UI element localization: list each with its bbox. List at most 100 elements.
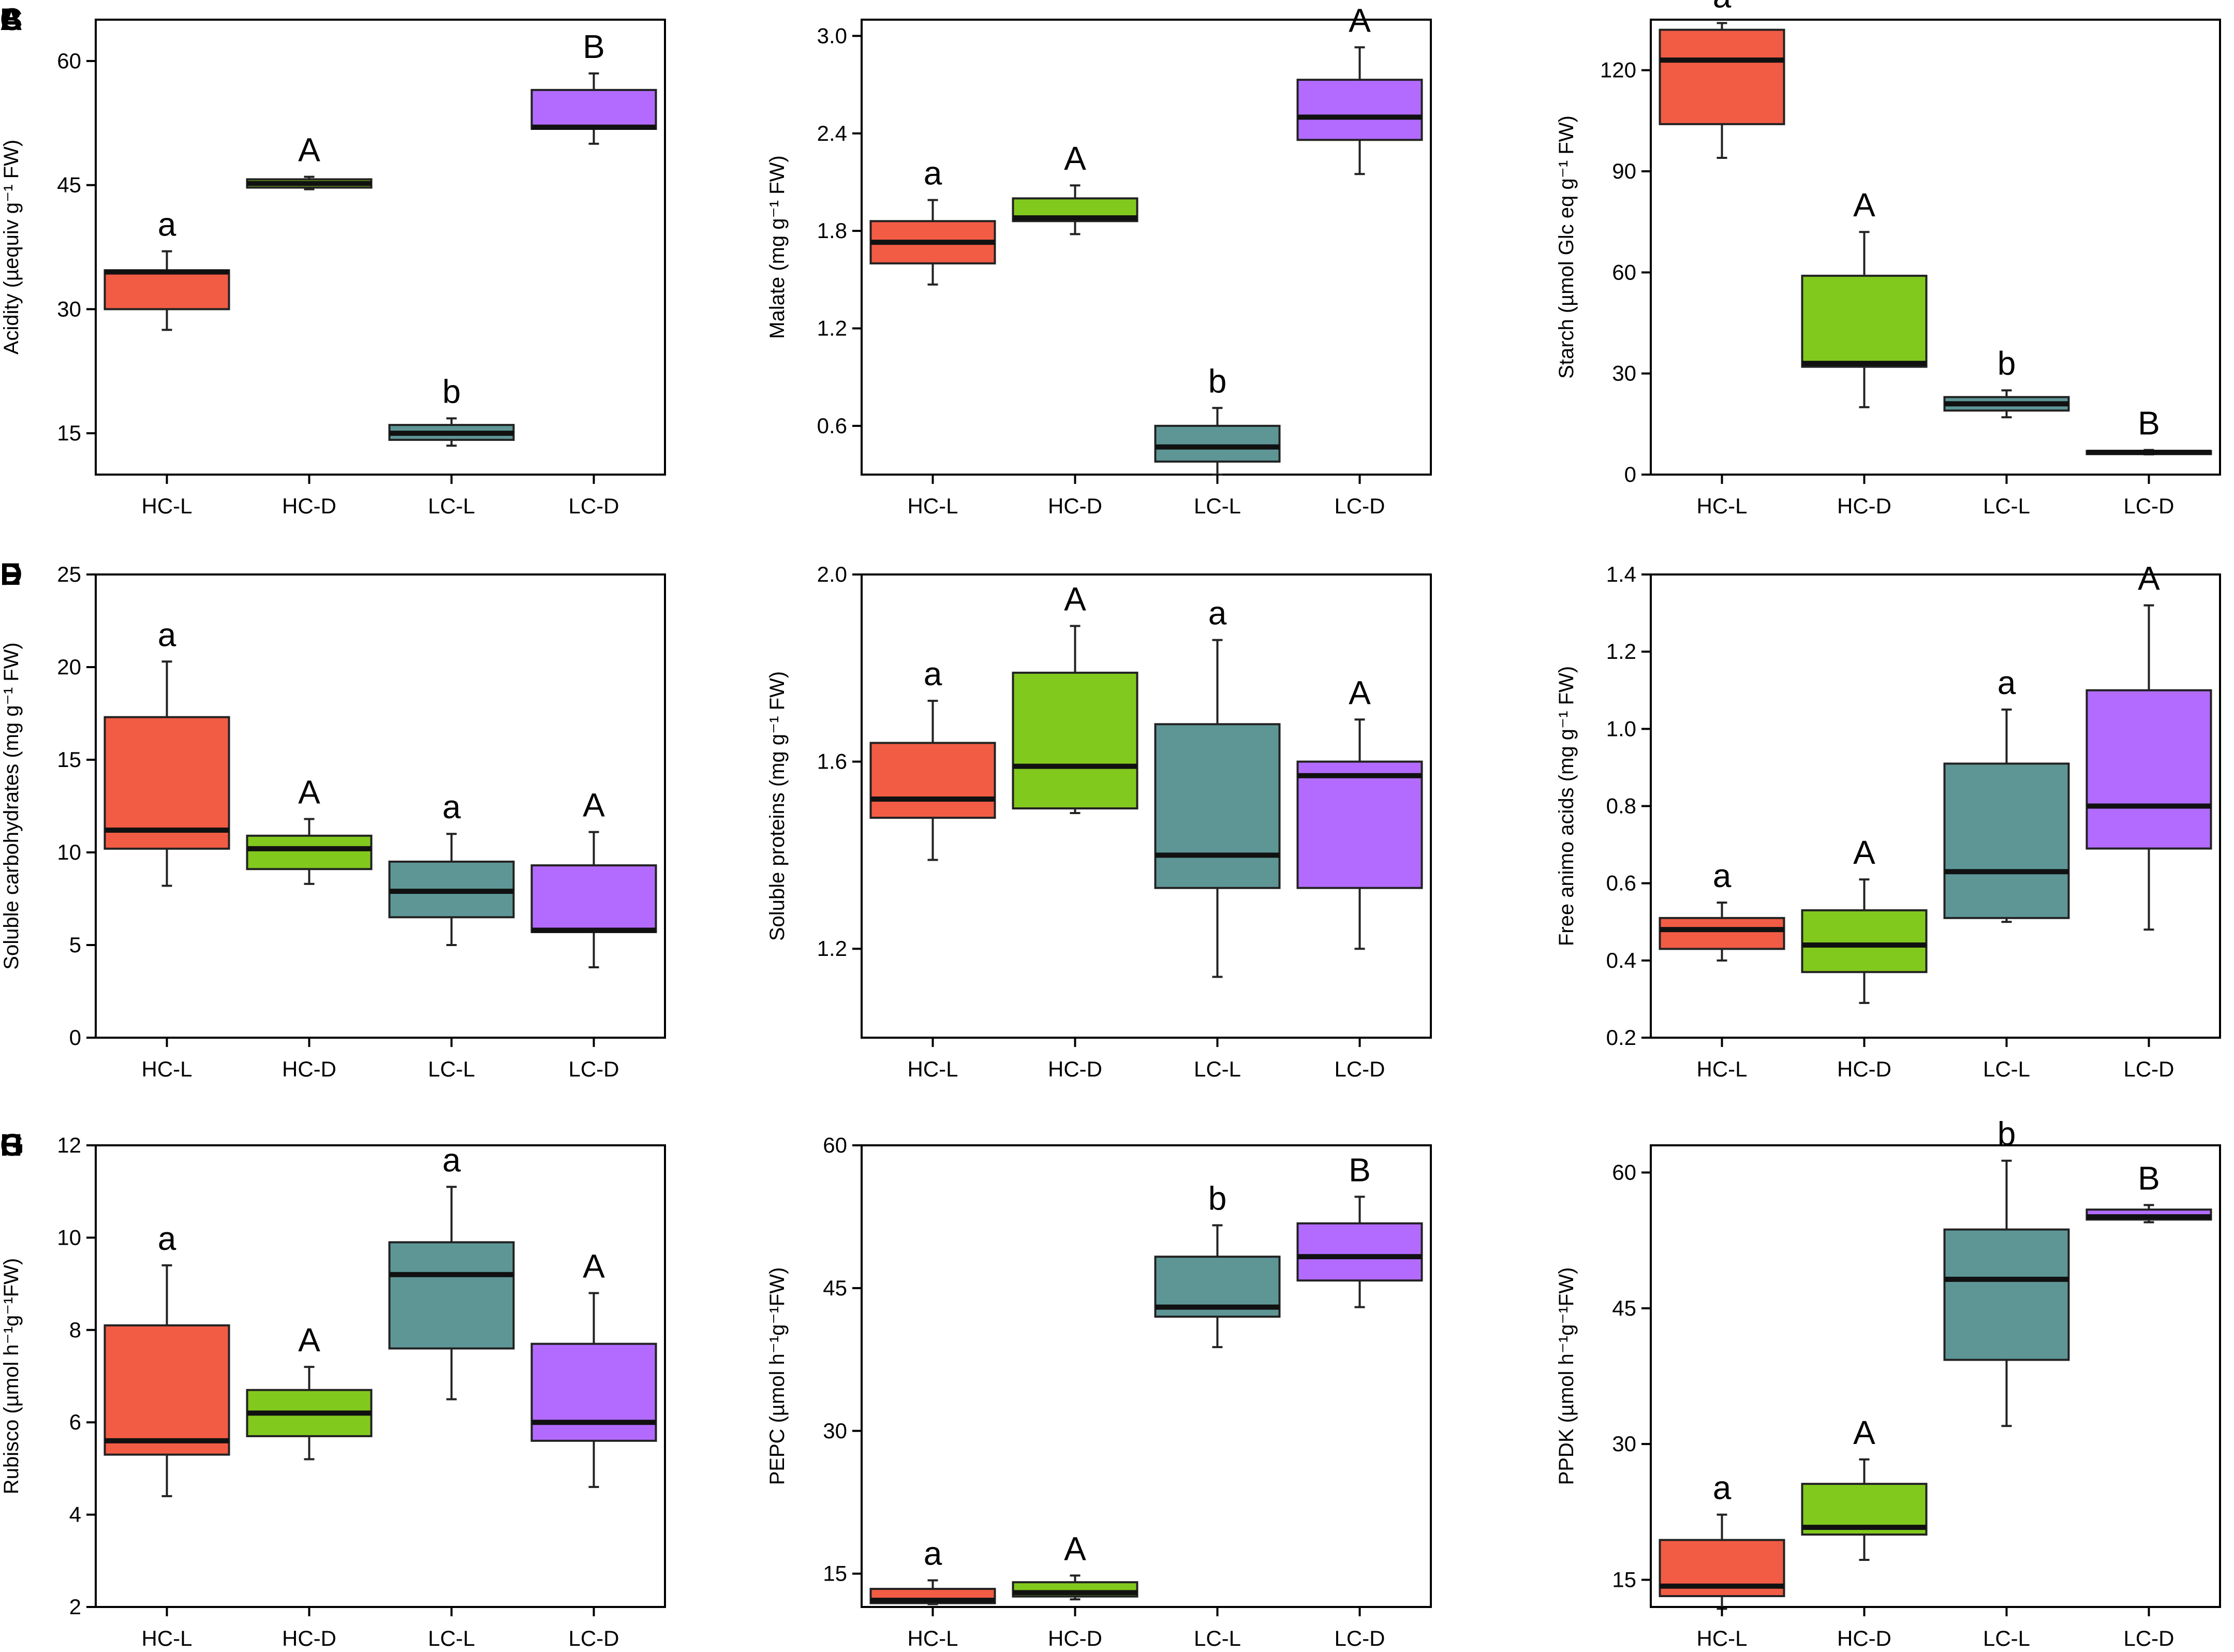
y-tick-label: 8	[69, 1318, 81, 1342]
x-tick-label: LC-D	[2123, 1057, 2174, 1081]
box-lc-l: b	[388, 373, 515, 447]
significance-letter: A	[298, 1321, 320, 1359]
box-hc-d: A	[246, 774, 373, 885]
box-iqr	[1943, 762, 2070, 919]
x-tick-label: HC-D	[282, 1626, 336, 1650]
y-tick-label: 0.6	[1606, 871, 1636, 895]
y-tick-label: 1.6	[817, 749, 847, 774]
box-lc-l: b	[1943, 345, 2070, 419]
box-lc-l: a	[388, 788, 515, 946]
box-lc-d: B	[2085, 1159, 2212, 1223]
y-axis-label: Rubisco (µmol h⁻¹g⁻¹FW)	[0, 1258, 23, 1494]
box-hc-d: A	[246, 1321, 373, 1461]
box-iqr	[246, 834, 373, 871]
y-tick-label: 0.2	[1606, 1025, 1636, 1050]
x-tick-label: HC-D	[1048, 1626, 1102, 1650]
box-hc-l: a	[103, 616, 230, 887]
box-lc-d: A	[530, 1247, 657, 1488]
box-hc-l: a	[869, 655, 996, 861]
y-axis-label: Free animo acids (mg g⁻¹ FW)	[1555, 666, 1578, 946]
box-hc-d: A	[246, 131, 373, 190]
y-tick-label: 6	[69, 1410, 81, 1434]
plot-frame	[1650, 19, 2221, 476]
x-tick-label: HC-D	[282, 1057, 336, 1081]
box-lc-d: A	[2085, 560, 2212, 931]
x-tick-label: HC-L	[907, 494, 958, 518]
significance-letter: B	[2138, 1159, 2160, 1197]
significance-letter: a	[924, 1535, 942, 1572]
significance-letter: A	[1853, 186, 1875, 224]
significance-letter: a	[1713, 1469, 1732, 1507]
significance-letter: b	[1208, 362, 1227, 400]
significance-letter: a	[1998, 664, 2016, 701]
box-iqr	[1801, 909, 1928, 974]
panel-e: E 1.2 1.6 2.0 Soluble proteins (mg g⁻¹ FW) a H…	[0, 557, 1432, 1081]
box-lc-l: b	[1154, 1179, 1281, 1348]
box-iqr	[103, 716, 230, 850]
x-tick-label: LC-L	[1983, 494, 2030, 518]
box-iqr	[530, 89, 657, 130]
significance-letter: a	[158, 205, 176, 243]
box-iqr	[869, 742, 996, 819]
box-hc-l: a	[103, 205, 230, 331]
x-tick-label: HC-L	[141, 1057, 192, 1081]
significance-letter: A	[1349, 674, 1371, 711]
box-iqr	[103, 1324, 230, 1456]
box-iqr	[1154, 424, 1281, 463]
significance-letter: a	[924, 655, 942, 692]
y-tick-label: 60	[1612, 260, 1636, 284]
x-tick-label: LC-L	[428, 494, 475, 518]
significance-letter: A	[1064, 1530, 1086, 1567]
x-tick-label: LC-D	[1334, 1626, 1385, 1650]
box-lc-l: a	[1943, 664, 2070, 923]
box-lc-d: A	[530, 787, 657, 968]
y-axis-label: Soluble proteins (mg g⁻¹ FW)	[766, 671, 789, 941]
x-tick-label: HC-D	[1048, 1057, 1102, 1081]
box-hc-d: A	[1801, 834, 1928, 1004]
y-tick-label: 15	[57, 747, 81, 772]
y-tick-label: 2.4	[817, 121, 847, 145]
box-hc-l: a	[1659, 857, 1785, 962]
box-hc-d: A	[1801, 1414, 1928, 1561]
x-tick-label: HC-L	[1696, 494, 1747, 518]
box-hc-l: a	[103, 1220, 230, 1497]
x-tick-label: HC-L	[1696, 1626, 1747, 1650]
x-tick-label: LC-L	[1194, 494, 1241, 518]
x-tick-label: LC-D	[2123, 494, 2174, 518]
box-lc-d: B	[2085, 404, 2212, 455]
panel-letter: H	[0, 1128, 22, 1162]
y-tick-label: 90	[1612, 159, 1636, 183]
box-iqr	[530, 1343, 657, 1442]
y-tick-label: 45	[823, 1276, 847, 1300]
plot-frame	[861, 1144, 1432, 1608]
box-iqr	[388, 1241, 515, 1350]
y-tick-label: 60	[57, 49, 81, 73]
x-tick-label: HC-L	[141, 494, 192, 518]
box-lc-l: a	[388, 1141, 515, 1400]
y-tick-label: 2	[69, 1595, 81, 1619]
significance-letter: A	[583, 787, 605, 824]
y-tick-label: 25	[57, 562, 81, 586]
significance-letter: b	[1208, 1179, 1227, 1217]
y-tick-label: 45	[1612, 1296, 1636, 1320]
box-lc-l: b	[1154, 362, 1281, 476]
x-tick-label: HC-D	[1048, 494, 1102, 518]
panel-letter: B	[0, 2, 22, 37]
box-iqr	[1943, 1228, 2070, 1361]
significance-letter: a	[442, 1141, 461, 1178]
box-iqr	[1659, 28, 1785, 125]
y-tick-label: 10	[57, 840, 81, 864]
x-tick-label: LC-L	[428, 1626, 475, 1650]
y-tick-label: 45	[57, 173, 81, 197]
significance-letter: a	[924, 154, 942, 191]
x-tick-label: LC-D	[568, 494, 619, 518]
y-tick-label: 12	[57, 1133, 81, 1157]
y-tick-label: 15	[823, 1561, 847, 1586]
y-tick-label: 30	[1612, 361, 1636, 386]
significance-letter: a	[158, 1220, 176, 1257]
box-lc-l: a	[1154, 595, 1281, 978]
significance-letter: a	[1713, 857, 1732, 894]
significance-letter: A	[1349, 2, 1371, 39]
significance-letter: A	[1064, 580, 1086, 617]
